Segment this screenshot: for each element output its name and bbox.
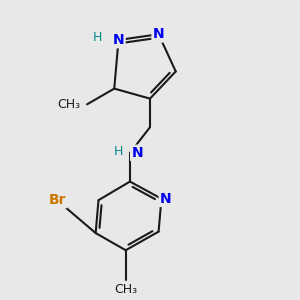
Text: CH₃: CH₃ xyxy=(114,283,137,296)
Text: Br: Br xyxy=(48,193,66,207)
Text: H: H xyxy=(114,145,123,158)
Text: CH₃: CH₃ xyxy=(57,98,80,111)
Text: N: N xyxy=(153,27,164,41)
Text: N: N xyxy=(113,33,124,47)
Text: H: H xyxy=(93,31,103,44)
Text: N: N xyxy=(160,192,172,206)
Text: N: N xyxy=(131,146,143,160)
